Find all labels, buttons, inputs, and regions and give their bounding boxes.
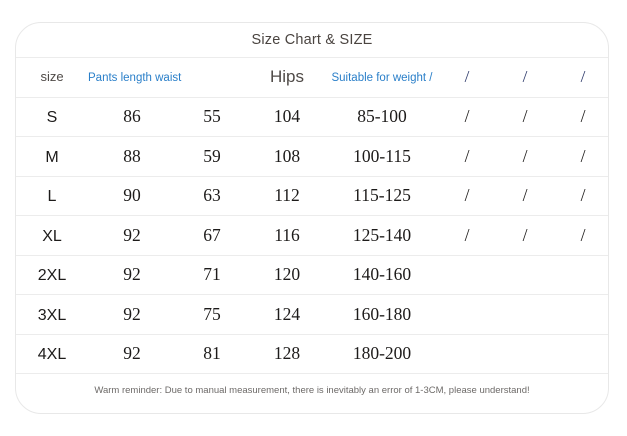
cell-extra-2: / (522, 106, 528, 127)
column-header-extra-1: / (438, 58, 496, 98)
cell-extra-3 (554, 295, 608, 335)
cell-weight: 160-180 (352, 303, 412, 324)
cell-extra-3 (554, 334, 608, 373)
cell-size: XL (16, 216, 88, 256)
cell-waist: 59 (203, 145, 221, 166)
cell-extra-1: / (464, 224, 470, 245)
cell-extra-1: / (464, 185, 470, 206)
column-header-hips: Hips (248, 58, 326, 98)
table-row: 2XL 92 71 120 140-160 (16, 255, 608, 295)
size-chart-card: Size Chart & SIZE size Pants length wais… (15, 22, 609, 414)
cell-size-value: M (45, 148, 59, 166)
page-title: Size Chart & SIZE (251, 32, 373, 48)
cell-pants-length: 92 (123, 303, 141, 324)
card-title-row: Size Chart & SIZE (16, 23, 608, 57)
footer-note: Warm reminder: Due to manual measurement… (94, 385, 530, 396)
cell-waist: 71 (203, 264, 221, 285)
cell-weight: 140-160 (352, 264, 412, 285)
column-header-suitable-for-weight-label: Suitable for weight / (331, 72, 433, 85)
table-header-row: size Pants length waist Hips Suitable fo… (16, 57, 608, 98)
cell-size: S (16, 97, 88, 137)
table-row: 4XL 92 81 128 180-200 (16, 334, 608, 373)
cell-extra-1 (438, 334, 496, 373)
cell-size: L (16, 176, 88, 216)
cell-waist: 81 (203, 343, 221, 364)
cell-waist: 55 (203, 106, 221, 127)
cell-weight: 115-125 (353, 185, 411, 206)
cell-weight: 85-100 (357, 106, 407, 127)
cell-hips: 124 (273, 303, 301, 324)
column-header-size-label: size (40, 69, 64, 85)
table-row: M 88 59 108 100-115 / / / / (16, 136, 608, 177)
cell-weight: 100-115 (353, 145, 411, 166)
cell-size: 3XL (16, 295, 88, 335)
cell-extra-3: / (580, 224, 586, 245)
cell-extra-3: / (580, 145, 586, 166)
cell-pants-length: 92 (123, 343, 141, 364)
cell-size-value: XL (42, 227, 62, 245)
column-header-extra-2: / (496, 58, 554, 98)
table-row: S 86 55 104 85-100 / / / / (16, 97, 608, 137)
cell-extra-2 (496, 334, 554, 373)
footer-note-row: Warm reminder: Due to manual measurement… (16, 373, 608, 407)
cell-extra-1: / (464, 145, 470, 166)
cell-size: 4XL (16, 334, 88, 373)
cell-waist: 63 (203, 185, 221, 206)
cell-size-value: S (46, 109, 58, 127)
column-header-size: size (16, 58, 88, 98)
cell-waist: 75 (203, 303, 221, 324)
cell-extra-2: / (522, 224, 528, 245)
size-chart-table-body: size Pants length waist Hips Suitable fo… (16, 57, 608, 374)
cell-extra-1: / (464, 106, 470, 127)
column-header-extra-3: / (554, 58, 608, 98)
cell-pants-length: 92 (123, 264, 141, 285)
cell-extra-1 (438, 255, 496, 295)
cell-extra-2 (496, 255, 554, 295)
cell-size-value: 2XL (37, 267, 67, 285)
cell-hips: 116 (274, 224, 300, 245)
column-header-extra-2-label: / (522, 67, 528, 87)
cell-weight: 125-140 (352, 224, 412, 245)
table-row: 3XL 92 75 124 160-180 (16, 294, 608, 335)
cell-extra-2: / (522, 145, 528, 166)
cell-extra-2 (496, 295, 554, 335)
cell-extra-3 (554, 255, 608, 295)
cell-size-value: 4XL (37, 346, 67, 364)
cell-extra-3: / (580, 106, 586, 127)
cell-size-value: L (47, 188, 57, 206)
column-header-pants-length-waist: Pants length waist (88, 58, 181, 98)
size-chart-table: size Pants length waist Hips Suitable fo… (16, 57, 608, 374)
cell-pants-length: 90 (123, 185, 141, 206)
cell-hips: 112 (274, 185, 300, 206)
table-row: L 90 63 112 115-125 / / / / (16, 176, 608, 216)
cell-size-value: 3XL (37, 306, 67, 324)
cell-pants-length: 88 (123, 145, 141, 166)
column-header-extra-1-label: / (464, 67, 470, 87)
cell-extra-3: / (580, 185, 586, 206)
table-row: XL 92 67 116 125-140 / / / / (16, 215, 608, 256)
cell-size: M (16, 137, 88, 177)
cell-hips: 104 (273, 106, 301, 127)
cell-waist: 67 (203, 224, 221, 245)
cell-extra-2: / (522, 185, 528, 206)
column-header-hips-label: Hips (269, 67, 304, 87)
cell-pants-length: 92 (123, 224, 141, 245)
column-header-suitable-for-weight: Suitable for weight / (326, 58, 438, 98)
cell-hips: 108 (273, 145, 301, 166)
cell-hips: 128 (273, 343, 301, 364)
cell-size: 2XL (16, 255, 88, 295)
column-header-extra-3-label: / (580, 67, 586, 87)
cell-hips: 120 (273, 264, 301, 285)
cell-weight: 180-200 (352, 343, 412, 364)
cell-pants-length: 86 (123, 106, 141, 127)
column-header-waist-spacer (176, 58, 248, 98)
column-header-pants-length-waist-label: Pants length waist (88, 72, 182, 85)
cell-extra-1 (438, 295, 496, 335)
